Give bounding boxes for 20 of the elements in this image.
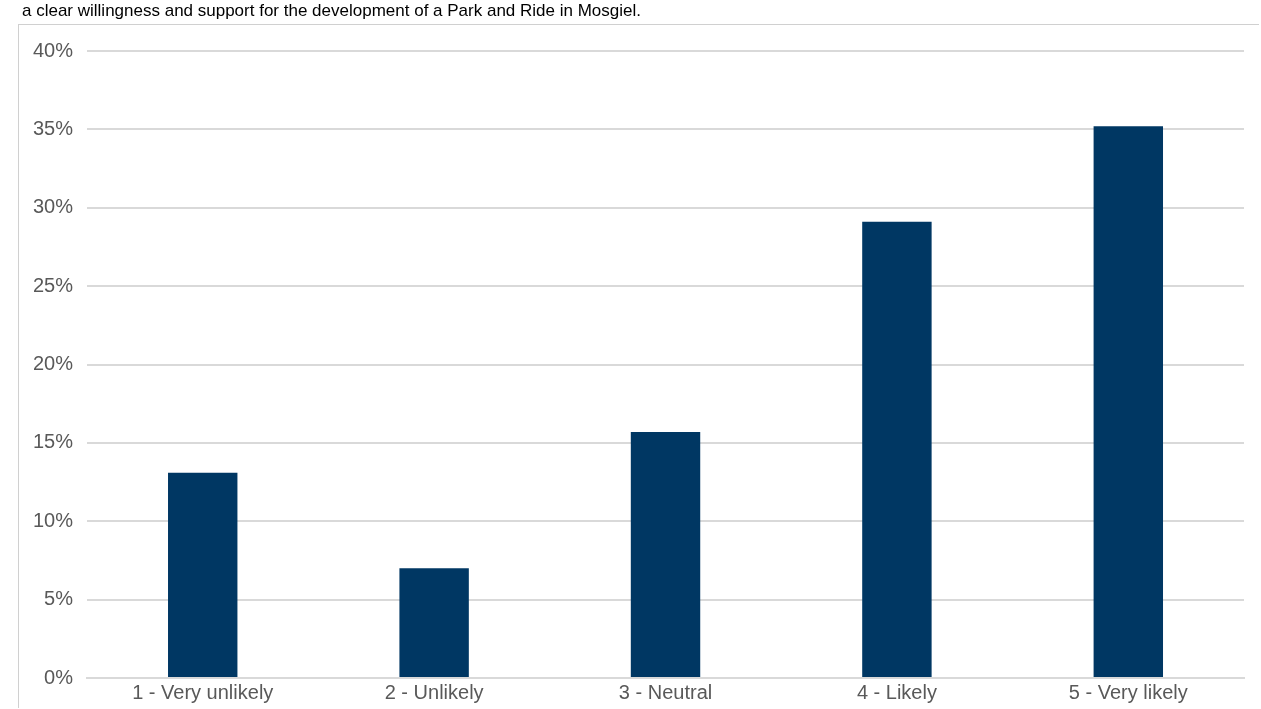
x-tick-label: 1 - Very unlikely — [132, 680, 274, 703]
y-tick-label: 35% — [33, 116, 74, 139]
y-tick-label: 10% — [33, 508, 74, 531]
y-tick-label: 40% — [33, 38, 74, 61]
y-tick-label: 30% — [33, 195, 74, 218]
x-tick-label: 5 - Very likely — [1068, 680, 1188, 703]
y-tick-label: 20% — [33, 352, 74, 375]
x-tick-label: 3 - Neutral — [618, 680, 713, 703]
y-tick-label: 25% — [33, 273, 74, 296]
bar — [630, 431, 701, 677]
x-tick-label: 2 - Unlikely — [384, 680, 484, 703]
text: a clear willingness and support for the development of a Park and Ride in Mosgiel. — [22, 0, 641, 22]
x-tick-label: 4 - Likely — [856, 680, 937, 703]
y-tick-label: 0% — [44, 665, 74, 688]
bar — [862, 221, 932, 677]
bar — [168, 472, 238, 677]
bar — [399, 568, 469, 677]
y-tick-label: 15% — [33, 430, 74, 453]
y-tick-label: 5% — [44, 587, 74, 610]
bar — [1093, 126, 1164, 677]
